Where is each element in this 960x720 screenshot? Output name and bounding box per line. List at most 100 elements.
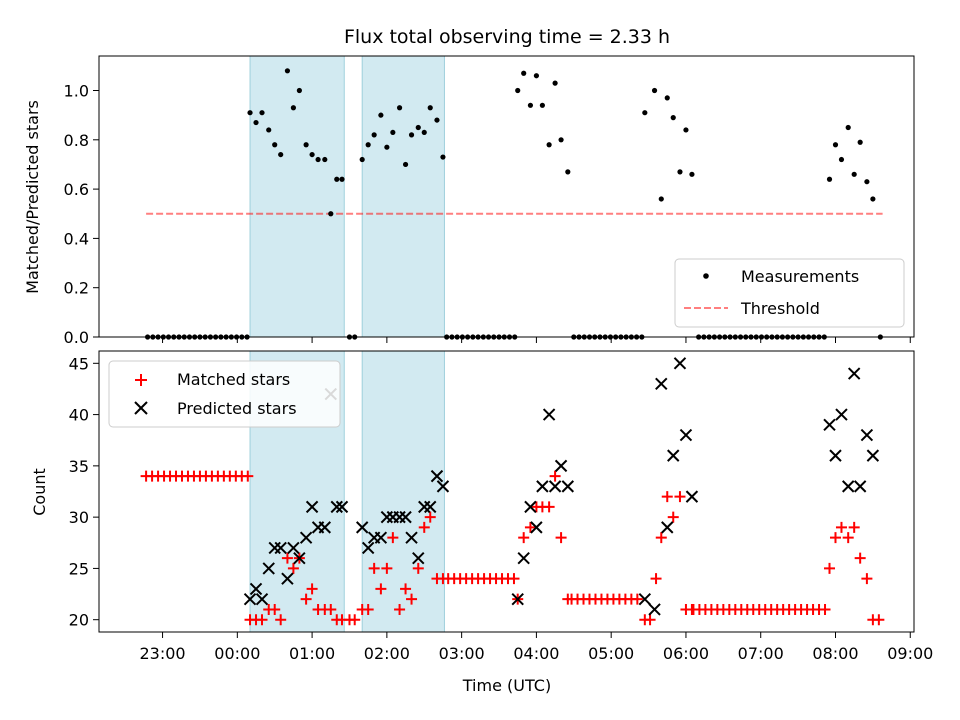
matched-legend-marker xyxy=(135,374,147,386)
measurement-point xyxy=(838,156,845,163)
predicted-star-point xyxy=(853,480,867,493)
measurement-point xyxy=(552,80,558,86)
predicted-star-point xyxy=(655,377,668,391)
y-tick-label: 35 xyxy=(69,457,89,476)
top-y-ticks: 0.0 0.2 0.4 0.6 0.8 1.0 xyxy=(64,82,99,347)
matched-star-point xyxy=(819,603,831,615)
measurement-point xyxy=(253,119,259,126)
measurement-point xyxy=(359,156,365,163)
measurement-point xyxy=(415,124,421,131)
predicted-star-point xyxy=(860,428,874,442)
bottom-y-axis-label: Count xyxy=(30,468,49,516)
matched-star-point xyxy=(661,491,673,503)
x-tick-label: 23:00 xyxy=(140,644,186,663)
predicted-star-point xyxy=(355,521,369,534)
shaded-interval-1 xyxy=(361,55,445,338)
bottom-panel: 20 25 30 35 40 45 23:00 00:00 01:00 02:00 03:00 04… xyxy=(30,350,933,695)
matched-star-point xyxy=(842,532,854,544)
matched-star-point xyxy=(873,614,885,626)
predicted-star-point xyxy=(517,551,530,565)
measurement-point xyxy=(396,105,403,111)
measurement-point xyxy=(870,196,876,202)
y-tick-label: 40 xyxy=(69,406,89,425)
x-tick-label: 00:00 xyxy=(214,644,260,663)
measurement-point xyxy=(315,156,321,163)
predicted-star-point xyxy=(548,480,562,493)
matched-stars-points xyxy=(140,470,885,626)
measurement-point xyxy=(832,142,839,148)
predicted-star-point xyxy=(262,562,275,575)
top-legend: Measurements Threshold xyxy=(674,258,905,328)
matched-star-point xyxy=(362,603,374,615)
measurement-point xyxy=(658,196,664,202)
predicted-star-point xyxy=(866,449,880,462)
top-y-axis-label: Matched/Predicted stars xyxy=(23,100,42,294)
measurement-point xyxy=(664,95,670,101)
matched-star-point xyxy=(555,532,567,544)
predicted-star-point xyxy=(685,490,699,503)
predicted-star-point xyxy=(430,469,444,483)
top-plot-frame xyxy=(98,55,915,338)
matched-star-point xyxy=(256,614,268,626)
measurement-point xyxy=(670,115,676,121)
measurement-point xyxy=(546,142,552,148)
matched-star-point xyxy=(394,603,406,615)
predicted-star-point xyxy=(524,500,537,514)
matched-star-point xyxy=(406,593,418,605)
bottom-x-ticks: 23:00 00:00 01:00 02:00 03:00 04:00 05:00 06:00… xyxy=(140,632,933,663)
measurement-point xyxy=(851,171,857,177)
measurement-point xyxy=(272,142,278,148)
predicted-star-point xyxy=(361,541,375,555)
chart-title: Flux total observing time = 2.33 h xyxy=(344,26,670,48)
predicted-star-point xyxy=(255,592,269,606)
measurement-point xyxy=(259,110,265,116)
predicted-star-point xyxy=(305,500,319,514)
matched-star-point xyxy=(667,511,679,523)
matched-star-point xyxy=(387,532,399,544)
measurement-point xyxy=(642,110,648,116)
measurement-point xyxy=(390,129,396,136)
matched-star-point xyxy=(368,562,380,574)
measurement-point xyxy=(309,151,315,158)
shaded-interval-0 xyxy=(249,55,345,338)
measurement-point xyxy=(334,176,340,182)
predicted-star-point xyxy=(554,459,568,473)
matched-star-point xyxy=(829,532,841,544)
matched-star-point xyxy=(306,583,318,595)
predicted-star-point xyxy=(536,480,549,493)
measurement-point xyxy=(266,127,272,133)
matched-star-point xyxy=(242,470,254,482)
y-tick-label: 25 xyxy=(69,559,89,578)
matched-star-point xyxy=(524,521,536,533)
measurement-point xyxy=(515,87,521,94)
measurement-point xyxy=(371,132,377,138)
predicted-star-point xyxy=(436,480,450,493)
measurement-point xyxy=(339,176,345,182)
matched-star-point xyxy=(549,470,561,482)
x-tick-label: 02:00 xyxy=(364,644,410,663)
predicted-star-point xyxy=(281,572,294,585)
matched-star-point xyxy=(349,614,361,626)
top-legend-box xyxy=(674,258,905,328)
predicted-star-point xyxy=(823,418,836,432)
x-tick-label: 07:00 xyxy=(738,644,784,663)
matched-star-point xyxy=(269,603,281,615)
predicted-star-point xyxy=(335,500,349,514)
predicted-star-point xyxy=(330,500,343,514)
matched-star-point xyxy=(655,532,667,544)
measurement-point xyxy=(296,87,302,94)
x-tick-label: 03:00 xyxy=(439,644,485,663)
matched-star-point xyxy=(281,552,293,564)
matched-star-point xyxy=(644,614,656,626)
measurement-point xyxy=(683,127,689,133)
shaded-interval-1 xyxy=(361,350,445,633)
measurement-point xyxy=(651,87,658,94)
y-tick-label: 0.4 xyxy=(64,229,89,248)
measurement-point xyxy=(278,151,284,158)
x-tick-label: 04:00 xyxy=(513,644,559,663)
x-axis-label: Time (UTC) xyxy=(462,676,551,695)
matched-star-point xyxy=(412,562,424,574)
x-tick-label: 06:00 xyxy=(663,644,709,663)
measurement-point xyxy=(421,129,427,136)
